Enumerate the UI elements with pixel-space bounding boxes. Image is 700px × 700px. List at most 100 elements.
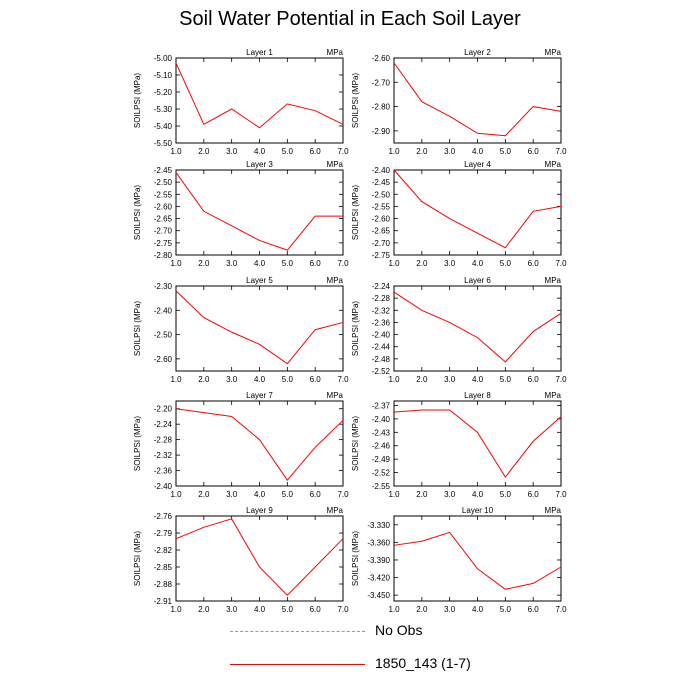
- x-tick-label: 3.0: [444, 259, 456, 268]
- y-axis-label: SOILPSI (MPa): [133, 531, 142, 586]
- panel-title: Layer 4: [464, 160, 491, 169]
- units-label: MPa: [327, 506, 344, 515]
- units-label: MPa: [327, 391, 344, 400]
- panel-layer-9: Layer 9 MPa -2.76 -2.79 -2.82 -2.85 -2.88 -2.91…: [133, 506, 349, 614]
- units-label: MPa: [545, 391, 562, 400]
- x-tick-label: 7.0: [555, 375, 567, 384]
- y-tick-label: -2.40: [372, 166, 391, 175]
- y-tick-label: -2.50: [154, 178, 173, 187]
- y-tick-label: -2.30: [154, 282, 173, 291]
- panel-layer-2: Layer 2 MPa -2.60 -2.70 -2.80 -2.90 1.0 2.0 3.0 4…: [351, 48, 567, 156]
- y-tick-label: -2.65: [372, 227, 391, 236]
- panel-title: Layer 2: [464, 48, 491, 57]
- x-tick-label: 7.0: [337, 375, 349, 384]
- y-axis-label: SOILPSI (MPa): [351, 531, 360, 586]
- y-tick-label: -2.43: [372, 428, 391, 437]
- x-tick-label: 2.0: [416, 259, 428, 268]
- series-line: [393, 531, 562, 590]
- y-tick-label: -2.70: [372, 239, 391, 248]
- y-tick-label: -2.76: [154, 512, 173, 521]
- plot-frame: [393, 400, 562, 487]
- y-tick-label: -5.20: [154, 88, 173, 97]
- x-tick-label: 2.0: [416, 147, 428, 156]
- x-tick-label: 3.0: [226, 375, 238, 384]
- y-tick-label: -5.40: [154, 122, 173, 131]
- y-tick-label: -2.60: [154, 202, 173, 211]
- x-tick-label: 6.0: [528, 259, 540, 268]
- units-label: MPa: [327, 48, 344, 57]
- x-tick-label: 6.0: [310, 375, 322, 384]
- y-tick-label: -2.55: [372, 482, 391, 491]
- x-tick-label: 1.0: [170, 605, 182, 614]
- panel-layer-7: Layer 7 MPa -2.20 -2.24 -2.28 -2.32 -2.36 -2.40…: [133, 391, 349, 499]
- y-tick-label: -2.82: [154, 546, 173, 555]
- y-tick-label: -3.390: [367, 556, 390, 565]
- x-tick-label: 5.0: [282, 259, 294, 268]
- y-axis-label: SOILPSI (MPa): [351, 301, 360, 356]
- y-tick-label: -2.46: [372, 442, 391, 451]
- panel-layer-5: Layer 5 MPa -2.30 -2.40 -2.50 -2.60 1.0 2.0 3.0 4…: [133, 276, 349, 384]
- x-tick-label: 5.0: [500, 259, 512, 268]
- x-tick-label: 6.0: [310, 147, 322, 156]
- x-tick-label: 3.0: [444, 147, 456, 156]
- panel-layer-8: Layer 8 MPa -2.37 -2.40 -2.43 -2.46 -2.49 -2.52…: [351, 391, 567, 499]
- series-line: [393, 291, 562, 363]
- y-tick-label: -2.65: [154, 215, 173, 224]
- x-tick-label: 4.0: [472, 259, 484, 268]
- y-tick-label: -2.49: [372, 455, 391, 464]
- x-tick-label: 4.0: [472, 490, 484, 499]
- x-tick-label: 1.0: [170, 147, 182, 156]
- x-tick-label: 3.0: [226, 605, 238, 614]
- x-tick-label: 3.0: [444, 490, 456, 499]
- panel-title: Layer 7: [246, 391, 273, 400]
- y-tick-label: -2.45: [154, 166, 173, 175]
- x-tick-label: 7.0: [555, 605, 567, 614]
- x-tick-label: 6.0: [528, 147, 540, 156]
- x-tick-label: 2.0: [198, 490, 210, 499]
- x-tick-label: 2.0: [198, 259, 210, 268]
- plot-frame: [175, 57, 344, 144]
- y-tick-label: -2.28: [372, 294, 391, 303]
- x-tick-label: 3.0: [226, 490, 238, 499]
- x-tick-label: 5.0: [282, 375, 294, 384]
- x-tick-label: 1.0: [388, 375, 400, 384]
- x-tick-label: 5.0: [500, 490, 512, 499]
- units-label: MPa: [327, 276, 344, 285]
- x-tick-label: 7.0: [555, 259, 567, 268]
- y-tick-label: -2.85: [154, 563, 173, 572]
- x-tick-label: 4.0: [254, 375, 266, 384]
- x-tick-label: 4.0: [254, 147, 266, 156]
- x-tick-label: 4.0: [254, 259, 266, 268]
- x-tick-label: 2.0: [198, 375, 210, 384]
- y-tick-label: -2.55: [154, 190, 173, 199]
- y-axis-label: SOILPSI (MPa): [133, 185, 142, 240]
- plot-frame: [175, 169, 344, 256]
- x-tick-label: 2.0: [198, 605, 210, 614]
- y-tick-label: -2.55: [372, 202, 391, 211]
- y-tick-label: -2.52: [372, 367, 391, 376]
- y-tick-label: -2.80: [154, 251, 173, 260]
- units-label: MPa: [545, 506, 562, 515]
- y-tick-label: -2.45: [372, 178, 391, 187]
- y-tick-label: -5.10: [154, 71, 173, 80]
- x-tick-label: 5.0: [500, 147, 512, 156]
- y-tick-label: -5.50: [154, 139, 173, 148]
- plot-frame: [393, 515, 562, 602]
- x-tick-label: 1.0: [388, 259, 400, 268]
- x-tick-label: 4.0: [472, 147, 484, 156]
- y-tick-label: -3.360: [367, 538, 390, 547]
- x-tick-label: 5.0: [282, 605, 294, 614]
- y-tick-label: -2.37: [372, 401, 391, 410]
- x-tick-label: 7.0: [337, 490, 349, 499]
- y-tick-label: -2.91: [154, 597, 173, 606]
- units-label: MPa: [545, 160, 562, 169]
- x-tick-label: 2.0: [416, 375, 428, 384]
- y-axis-label: SOILPSI (MPa): [351, 185, 360, 240]
- y-tick-label: -2.36: [154, 467, 173, 476]
- y-tick-label: -2.50: [154, 331, 173, 340]
- y-tick-label: -2.60: [154, 355, 173, 364]
- panel-title: Layer 9: [246, 506, 273, 515]
- panel-title: Layer 10: [462, 506, 494, 515]
- x-tick-label: 3.0: [226, 147, 238, 156]
